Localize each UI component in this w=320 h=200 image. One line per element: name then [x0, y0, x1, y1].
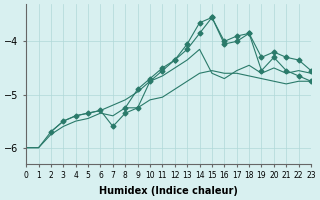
X-axis label: Humidex (Indice chaleur): Humidex (Indice chaleur): [99, 186, 238, 196]
